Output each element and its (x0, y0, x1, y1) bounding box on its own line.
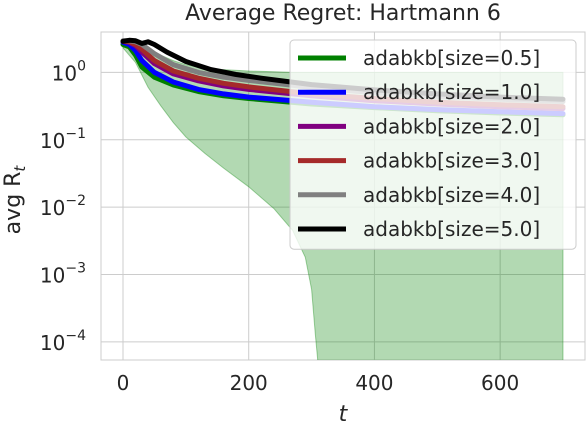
y-tick-label: 100 (52, 58, 86, 85)
x-axis-label: t (339, 402, 349, 426)
y-tick-base: 10 (40, 129, 65, 153)
y-tick-base: 10 (40, 331, 65, 355)
legend-label: adabkb[size=3.0] (363, 149, 540, 173)
y-tick-base: 10 (40, 263, 65, 287)
y-tick-exponent: −3 (65, 260, 86, 276)
y-tick-base: 10 (52, 61, 77, 85)
y-tick-exponent: 0 (77, 58, 86, 74)
y-tick-base: 10 (40, 196, 65, 220)
x-tick-label: 400 (355, 371, 393, 395)
chart-title: Average Regret: Hartmann 6 (185, 1, 501, 26)
legend-label: adabkb[size=5.0] (363, 217, 540, 241)
legend-box (289, 39, 577, 250)
y-tick-label: 10−2 (40, 193, 86, 220)
y-tick-exponent: −2 (65, 193, 86, 209)
legend-label: adabkb[size=0.5] (363, 46, 540, 70)
legend-label: adabkb[size=1.0] (363, 80, 540, 104)
y-axis-label: avg Rt (1, 165, 29, 235)
y-tick-label: 10−3 (40, 260, 86, 287)
y-tick-label: 10−4 (40, 328, 86, 355)
y-tick-exponent: −1 (65, 126, 86, 142)
legend: adabkb[size=0.5] adabkb[size=1.0] adabkb[s… (289, 39, 577, 250)
x-tick-label: 200 (230, 371, 268, 395)
x-tick-label: 600 (481, 371, 519, 395)
plot-frame (100, 31, 586, 361)
legend-label: adabkb[size=4.0] (363, 183, 540, 207)
legend-label: adabkb[size=2.0] (363, 114, 540, 138)
y-tick-exponent: −4 (65, 328, 86, 344)
x-tick-label: 0 (117, 371, 130, 395)
y-axis-label-main: avg R (1, 172, 26, 235)
y-axis-label-subscript: t (11, 165, 29, 172)
y-tick-label: 10−1 (40, 126, 86, 153)
